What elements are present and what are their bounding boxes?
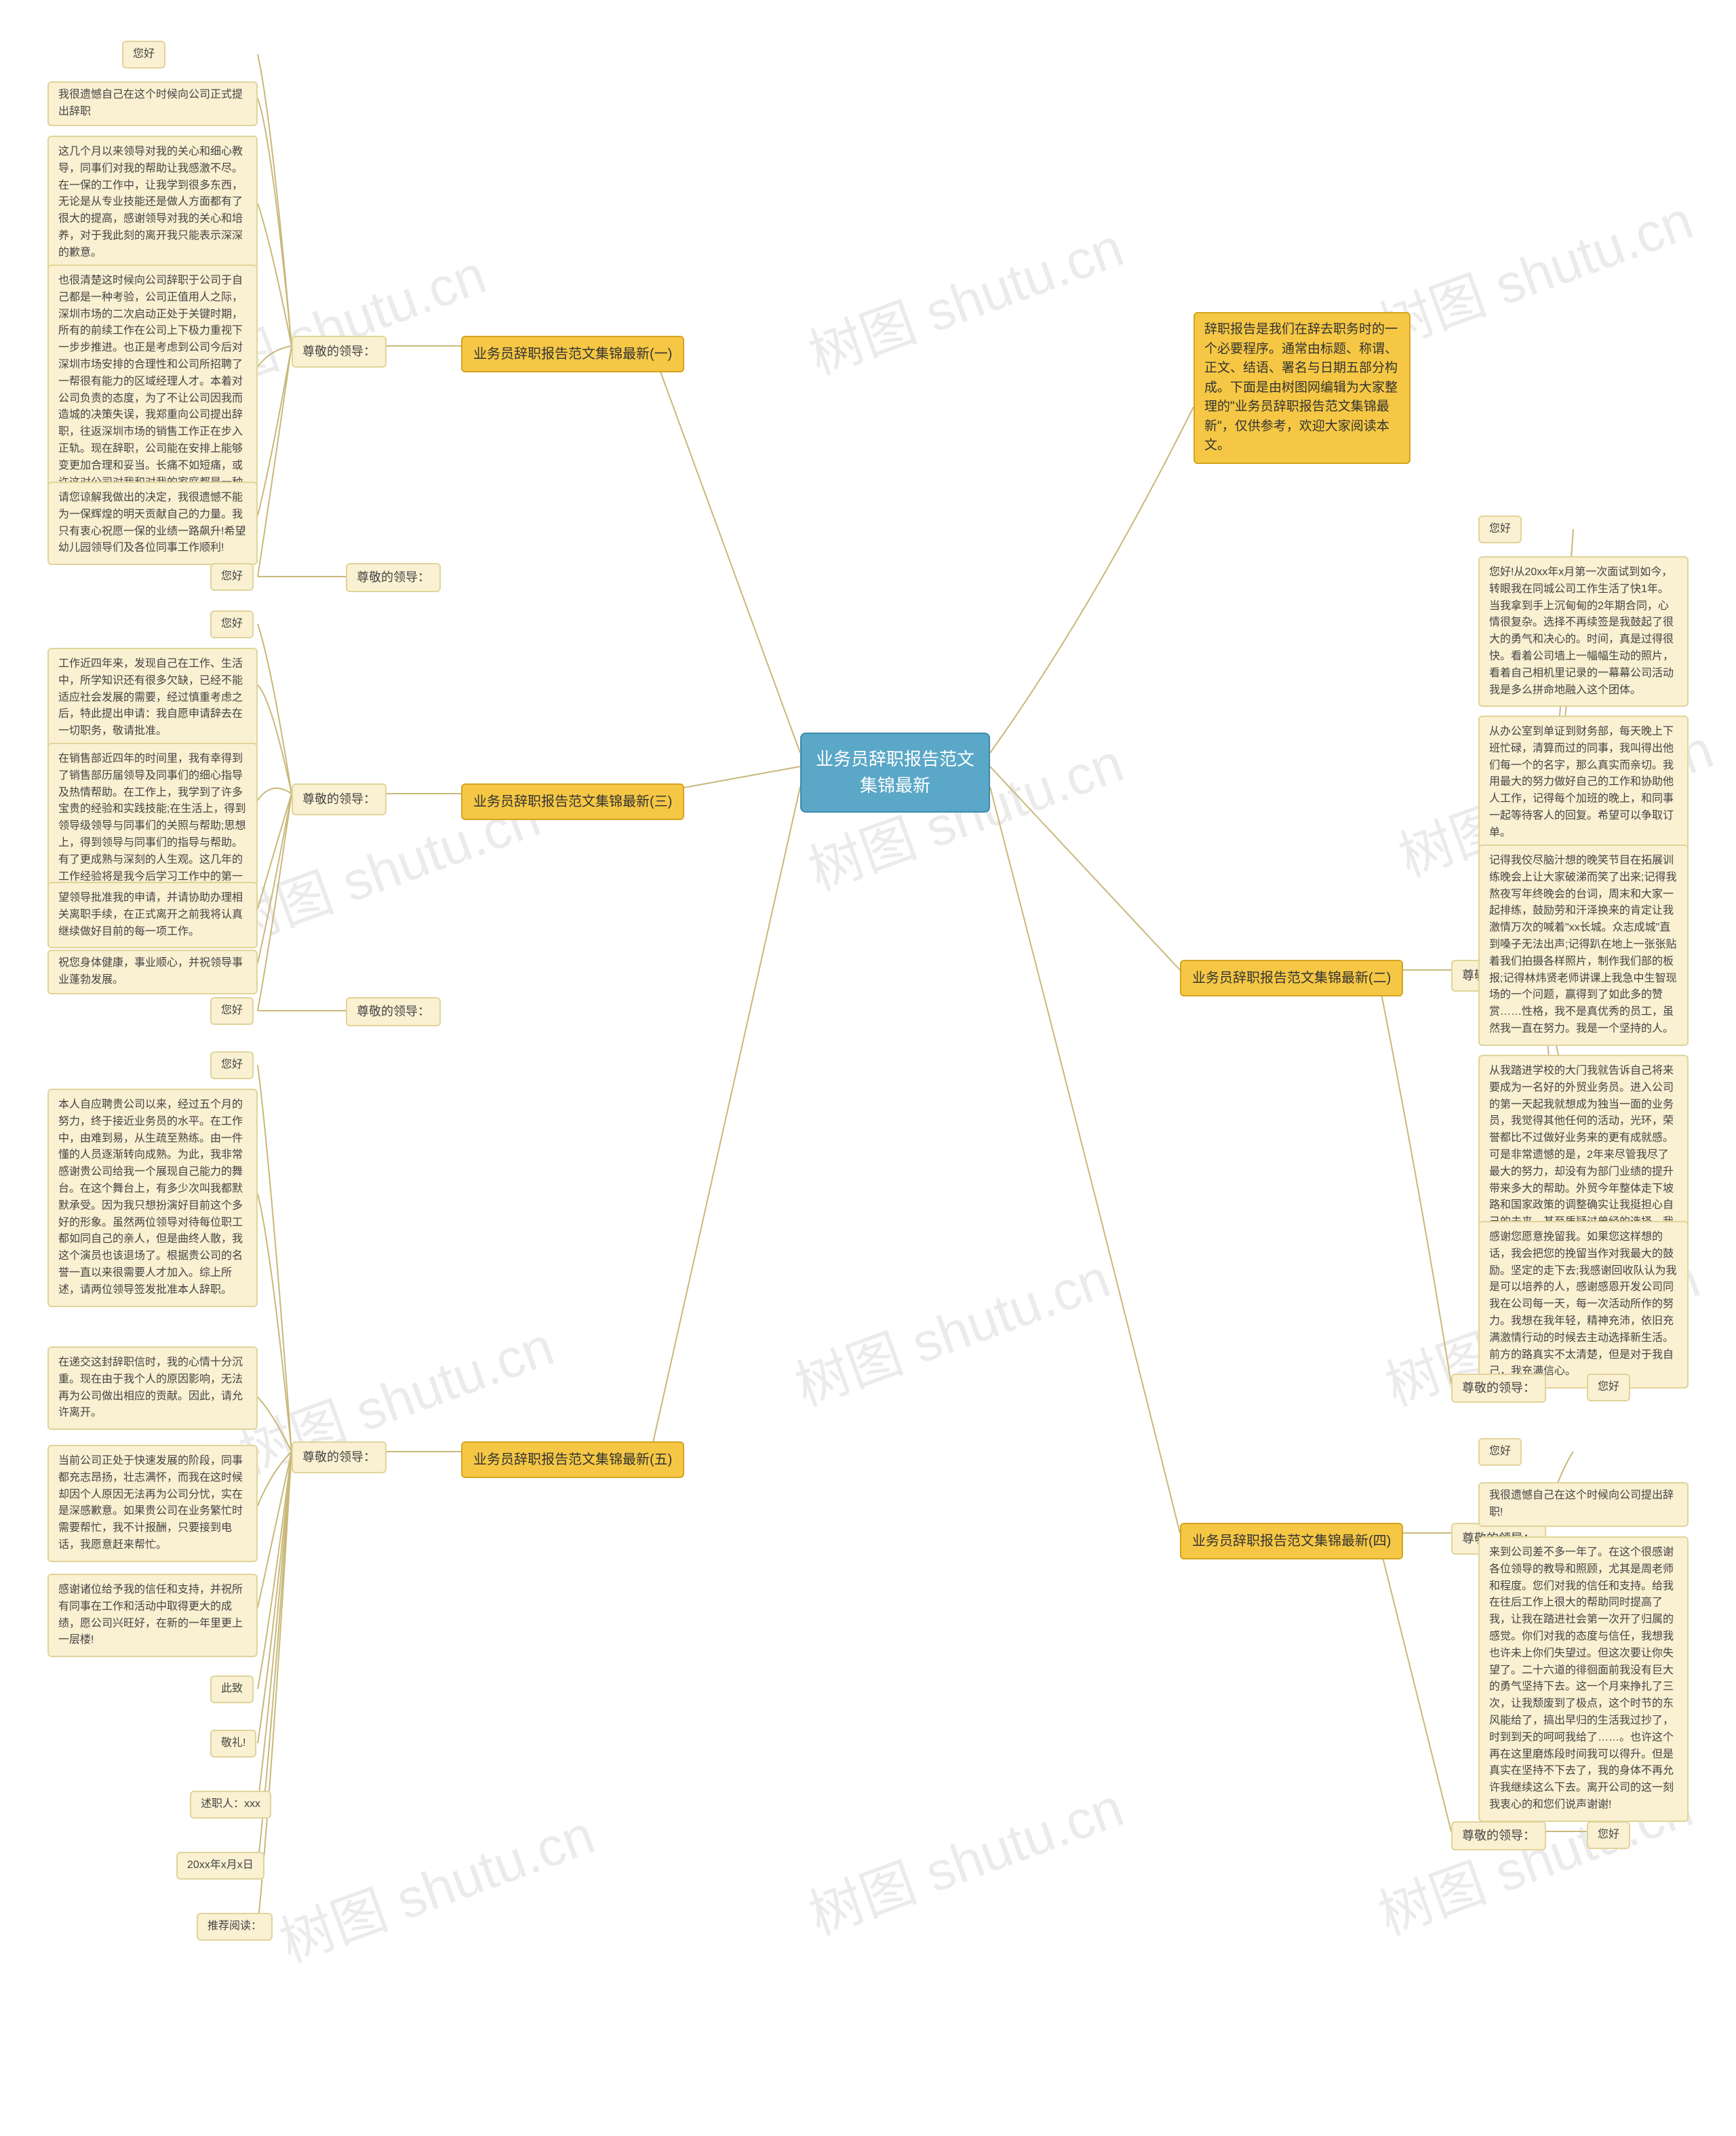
- b5-leaf-0: 您好: [210, 1051, 254, 1079]
- b2-leaf-5: 感谢您愿意挽留我。如果您这样想的话，我会把您的挽留当作对我最大的鼓励。坚定的走下…: [1478, 1221, 1689, 1389]
- b2-closing: 尊敬的领导：: [1451, 1374, 1546, 1403]
- b4-leaf-2: 来到公司差不多一年了。在这个很感谢各位领导的教导和照顾，尤其是周老师和程度。您们…: [1478, 1536, 1689, 1822]
- b1-leaf-2: 这几个月以来领导对我的关心和细心教导，同事们对我的帮助让我感激不尽。在一保的工作…: [47, 136, 258, 270]
- b5-leaf-5: 此致: [210, 1675, 254, 1703]
- b2-closing2: 您好: [1587, 1374, 1630, 1401]
- b5-leaf-2: 在递交这封辞职信时，我的心情十分沉重。现在由于我个人的原因影响，无法再为公司做出…: [47, 1346, 258, 1430]
- b3-leaf-4: 祝您身体健康，事业顺心，并祝领导事业蓬勃发展。: [47, 950, 258, 994]
- watermark: 树图 shutu.cn: [783, 1235, 1119, 1422]
- b2-leaf-2: 从办公室到单证到财务部，每天晚上下班忙碌，清算而过的同事，我叫得出他们每一个的名…: [1478, 716, 1689, 850]
- b5-leaf-9: 推荐阅读：: [197, 1913, 273, 1941]
- b3-leaf-0: 您好: [210, 610, 254, 638]
- branch-5[interactable]: 业务员辞职报告范文集锦最新(五): [461, 1441, 684, 1478]
- b5-leaf-7: 述职人：xxx: [190, 1791, 271, 1819]
- watermark: 树图 shutu.cn: [268, 1791, 604, 1978]
- branch-4[interactable]: 业务员辞职报告范文集锦最新(四): [1180, 1523, 1403, 1559]
- branch-1-sub: 尊敬的领导：: [292, 336, 387, 368]
- b4-closing: 尊敬的领导：: [1451, 1821, 1546, 1850]
- watermark: 树图 shutu.cn: [1366, 177, 1702, 364]
- b4-closing2: 您好: [1587, 1821, 1630, 1849]
- branch-5-sub: 尊敬的领导：: [292, 1441, 387, 1473]
- b1-leaf-5: 您好: [210, 563, 254, 591]
- b1-leaf-3: 也很清楚这时候向公司辞职于公司于自己都是一种考验，公司正值用人之际，深圳市场的二…: [47, 265, 258, 516]
- branch-3-sub: 尊敬的领导：: [292, 783, 387, 815]
- b3-leaf-5: 您好: [210, 997, 254, 1025]
- b3-leaf-3: 望领导批准我的申请，并请协助办理相关离职手续，在正式离开之前我将认真继续做好目前…: [47, 882, 258, 948]
- b5-leaf-8: 20xx年x月x日: [176, 1852, 264, 1880]
- root-node[interactable]: 业务员辞职报告范文集锦最新: [800, 733, 990, 813]
- b4-leaf-1: 我很遗憾自己在这个时候向公司提出辞职!: [1478, 1482, 1689, 1527]
- b2-leaf-3: 记得我佼尽脑汁想的晚笑节目在拓展训练晚会上让大家破涕而笑了出来;记得我熬夜写年终…: [1478, 844, 1689, 1046]
- branch-2[interactable]: 业务员辞职报告范文集锦最新(二): [1180, 960, 1403, 996]
- b4-leaf-0: 您好: [1478, 1438, 1522, 1466]
- b3-leaf-1: 工作近四年来，发现自己在工作、生活中，所学知识还有很多欠缺，已经不能适应社会发展…: [47, 648, 258, 748]
- b1-leaf-1: 我很遗憾自己在这个时候向公司正式提出辞职: [47, 81, 258, 126]
- intro-node: 辞职报告是我们在辞去职务时的一个必要程序。通常由标题、称谓、正文、结语、署名与日…: [1194, 312, 1410, 464]
- b1-leaf-4: 请您谅解我做出的决定，我很遗憾不能为一保辉煌的明天贡献自己的力量。我只有衷心祝愿…: [47, 482, 258, 565]
- b5-leaf-4: 感谢诸位给予我的信任和支持，并祝所有同事在工作和活动中取得更大的成绩，愿公司兴旺…: [47, 1574, 258, 1657]
- b5-leaf-6: 敬礼!: [210, 1730, 256, 1758]
- b1-leaf-0: 您好: [122, 41, 165, 69]
- watermark: 树图 shutu.cn: [797, 1764, 1132, 1951]
- b1-closing: 尊敬的领导：: [346, 563, 441, 592]
- watermark: 树图 shutu.cn: [797, 204, 1132, 391]
- b5-leaf-1: 本人自应聘贵公司以来，经过五个月的努力，终于接近业务员的水平。在工作中，由难到易…: [47, 1089, 258, 1307]
- branch-3[interactable]: 业务员辞职报告范文集锦最新(三): [461, 783, 684, 820]
- b2-leaf-1: 您好!从20xx年x月第一次面试到如今，转眼我在同城公司工作生活了快1年。当我拿…: [1478, 556, 1689, 707]
- branch-1[interactable]: 业务员辞职报告范文集锦最新(一): [461, 336, 684, 372]
- b5-leaf-3: 当前公司正处于快速发展的阶段，同事都充志昂扬，壮志满怀，而我在这时候却因个人原因…: [47, 1445, 258, 1562]
- b2-leaf-0: 您好: [1478, 516, 1522, 543]
- b3-closing: 尊敬的领导：: [346, 997, 441, 1026]
